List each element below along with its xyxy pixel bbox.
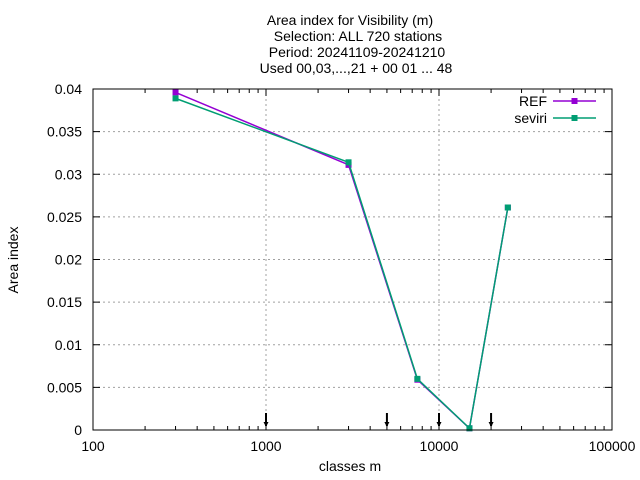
class-marker-arrowhead bbox=[384, 422, 390, 427]
y-axis: 0 0.005 0.01 0.015 0.02 0.025 0.03 0.035 0.04 bbox=[47, 81, 612, 438]
series-line-ref bbox=[175, 91, 509, 430]
legend-label-ref: REF bbox=[519, 93, 547, 109]
data-point-seviri bbox=[172, 95, 179, 102]
y-tick-label: 0 bbox=[74, 422, 82, 438]
data-point-seviri bbox=[345, 159, 352, 166]
x-tick-label: 100000 bbox=[589, 438, 636, 454]
x-axis: 100 1000 10000 100000 bbox=[81, 89, 636, 454]
title-line-2: Selection: ALL 720 stations bbox=[274, 28, 442, 44]
title-line-1: Area index for Visibility (m) bbox=[267, 12, 433, 28]
data-point-ref bbox=[172, 89, 179, 96]
x-tick-label: 100 bbox=[81, 438, 105, 454]
legend-marker-seviri bbox=[571, 115, 578, 121]
y-tick-label: 0.02 bbox=[55, 252, 82, 268]
y-tick-label: 0.035 bbox=[47, 124, 82, 140]
series bbox=[172, 89, 511, 432]
chart-title: Area index for Visibility (m) Selection:… bbox=[260, 12, 453, 76]
y-tick-label: 0.01 bbox=[55, 337, 82, 353]
class-marker-arrowhead bbox=[263, 422, 269, 427]
title-line-4: Used 00,03,...,21 + 00 01 ... 48 bbox=[260, 60, 453, 76]
class-marker-arrowhead bbox=[436, 422, 442, 427]
x-tick-label: 1000 bbox=[250, 438, 281, 454]
series-line-seviri bbox=[175, 97, 509, 430]
y-axis-label: Area index bbox=[5, 227, 21, 294]
y-tick-label: 0.015 bbox=[47, 294, 82, 310]
y-tick-label: 0.03 bbox=[55, 166, 82, 182]
x-axis-label: classes m bbox=[319, 458, 381, 474]
data-point-seviri bbox=[504, 204, 511, 211]
legend-label-seviri: seviri bbox=[514, 110, 547, 126]
y-tick-label: 0.025 bbox=[47, 209, 82, 225]
data-point-seviri bbox=[414, 375, 421, 382]
title-line-3: Period: 20241109-20241210 bbox=[269, 44, 446, 60]
plot-border bbox=[92, 88, 613, 431]
legend-marker-ref bbox=[571, 98, 578, 104]
class-marker-arrowhead bbox=[488, 422, 494, 427]
y-tick-label: 0.04 bbox=[55, 81, 82, 97]
data-point-seviri bbox=[466, 425, 473, 432]
grid bbox=[93, 89, 612, 430]
y-tick-label: 0.005 bbox=[47, 379, 82, 395]
class-markers bbox=[263, 413, 494, 427]
x-tick-label: 10000 bbox=[420, 438, 459, 454]
